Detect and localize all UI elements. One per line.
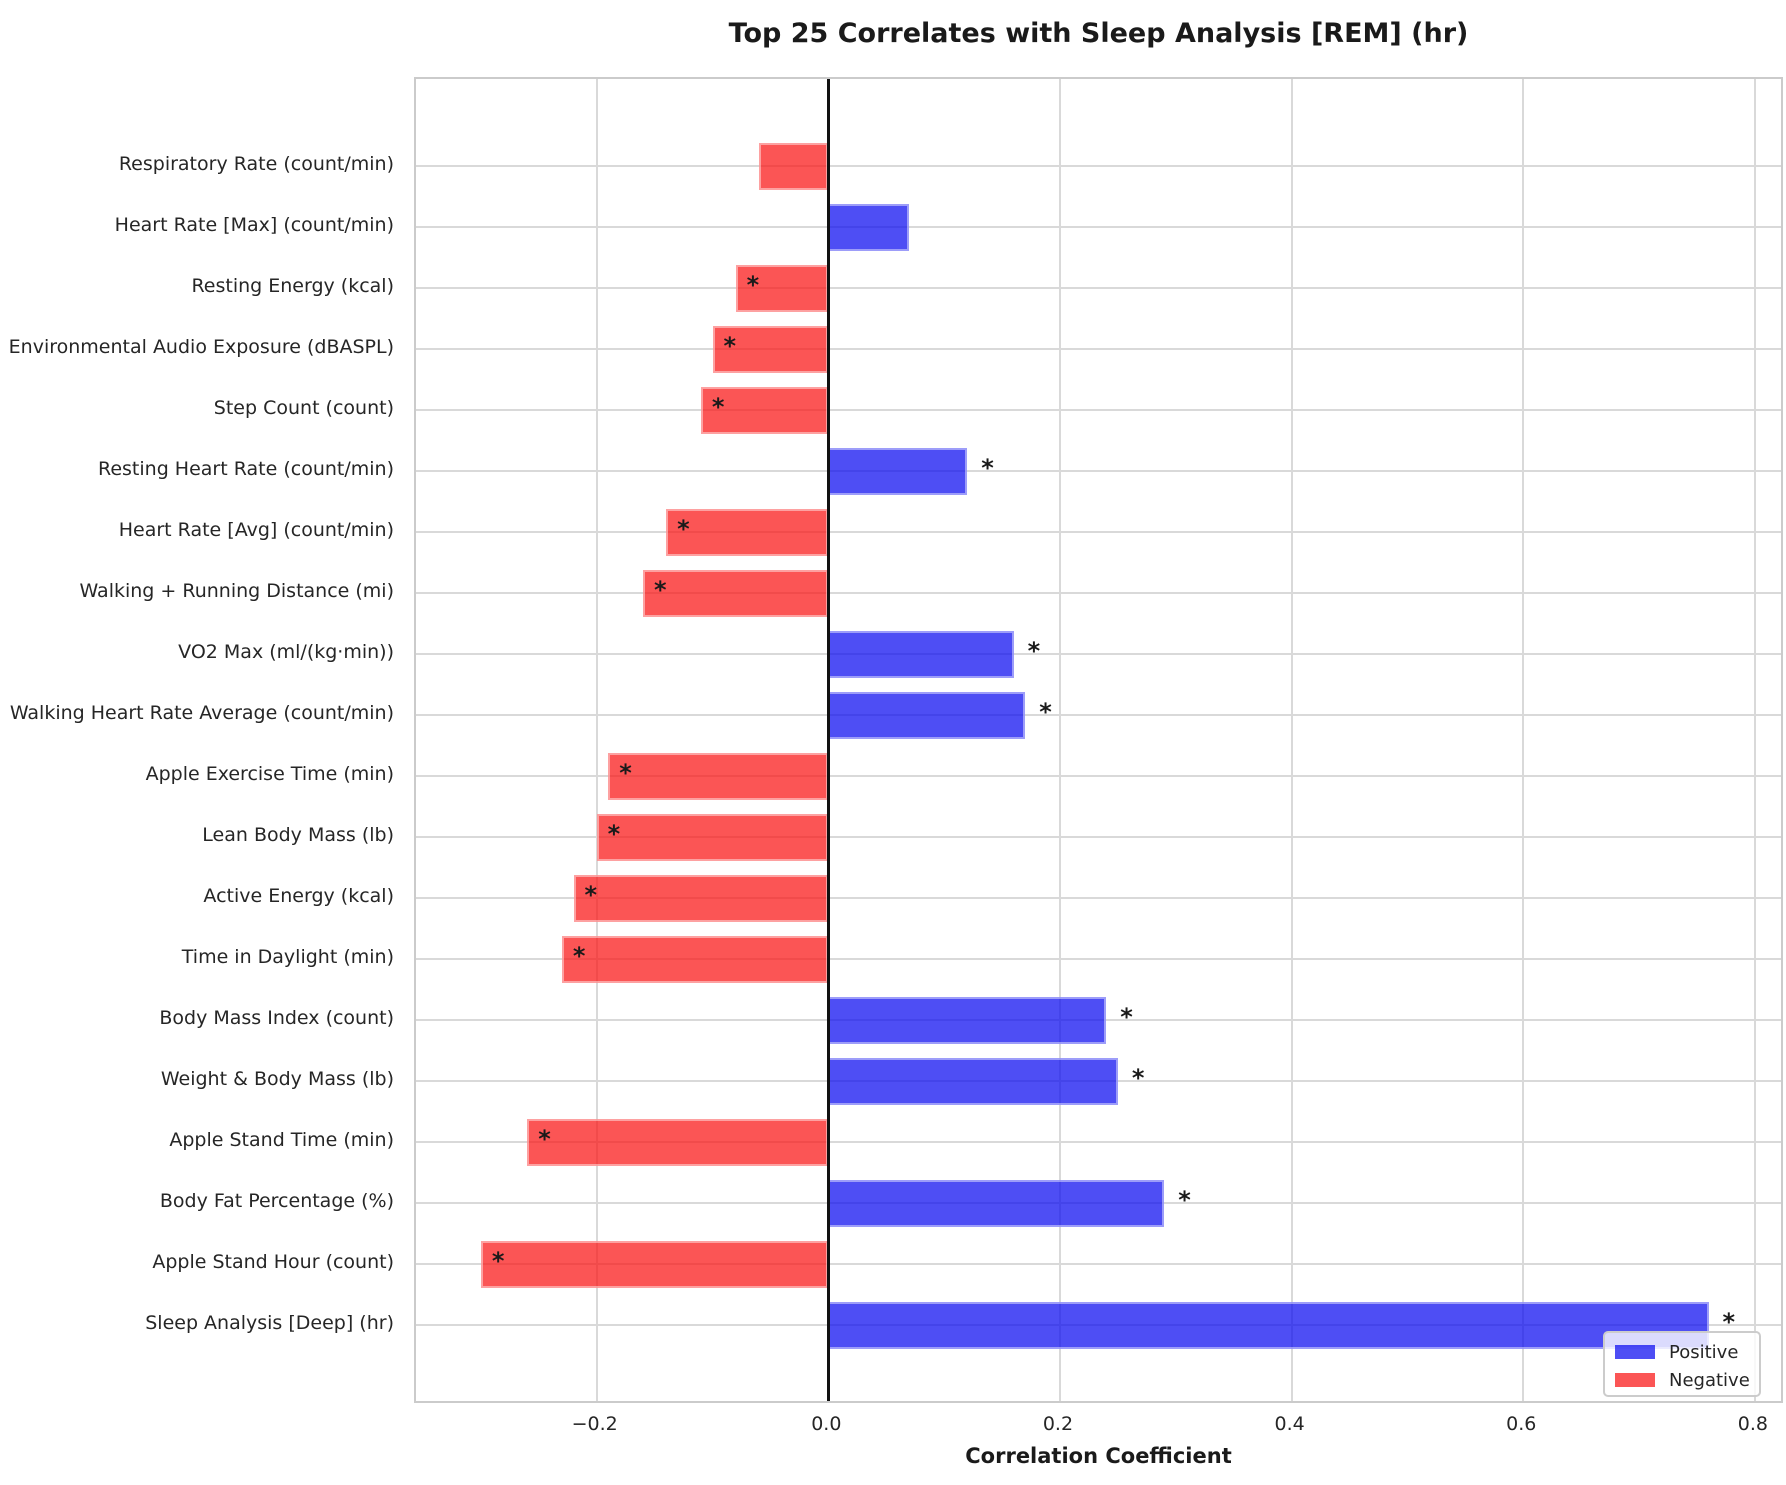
significance-asterisk: * <box>1120 1003 1133 1032</box>
zero-line <box>827 79 831 1401</box>
significance-asterisk: * <box>711 393 725 422</box>
legend-entry-negative: Negative <box>1615 1368 1750 1392</box>
legend-label-negative: Negative <box>1669 1369 1750 1391</box>
negative-bar <box>608 752 829 800</box>
y-gridline <box>416 287 1781 289</box>
y-tick-label: Apple Stand Time (min) <box>169 1129 394 1151</box>
x-tick-label: 0.2 <box>1042 1413 1074 1435</box>
y-tick-label: Lean Body Mass (lb) <box>202 824 394 846</box>
y-gridline <box>416 409 1781 411</box>
significance-asterisk: * <box>723 332 737 361</box>
y-tick-label: Step Count (count) <box>213 397 394 419</box>
y-gridline <box>416 897 1781 899</box>
positive-bar <box>828 630 1014 678</box>
x-gridline <box>595 79 598 1401</box>
chart-title: Top 25 Correlates with Sleep Analysis [R… <box>728 18 1469 49</box>
significance-asterisk: * <box>538 1125 551 1154</box>
y-tick-label: Heart Rate [Avg] (count/min) <box>118 519 394 541</box>
significance-asterisk: * <box>572 942 586 971</box>
y-tick-label: Resting Energy (kcal) <box>191 275 394 297</box>
y-tick-label: Weight & Body Mass (lb) <box>160 1068 394 1090</box>
y-gridline <box>416 470 1781 472</box>
y-tick-label: Body Fat Percentage (%) <box>159 1190 394 1212</box>
significance-asterisk: * <box>981 454 994 483</box>
negative-bar <box>596 813 829 861</box>
y-gridline <box>416 226 1781 228</box>
significance-asterisk: * <box>1178 1186 1191 1215</box>
y-tick-label: Active Energy (kcal) <box>203 885 394 907</box>
significance-asterisk: * <box>654 576 667 605</box>
negative-bar <box>561 935 829 983</box>
x-tick-label: 0.8 <box>1737 1413 1768 1435</box>
y-tick-label: Heart Rate [Max] (count/min) <box>114 214 394 236</box>
y-tick-label: VO2 Max (ml/(kg·min)) <box>178 641 394 663</box>
y-gridline <box>416 592 1781 594</box>
y-gridline <box>416 531 1781 533</box>
significance-asterisk: * <box>619 759 632 788</box>
y-tick-label: Time in Daylight (min) <box>181 946 394 968</box>
y-gridline <box>416 775 1781 777</box>
significance-asterisk: * <box>1722 1308 1736 1337</box>
y-gridline <box>416 714 1781 716</box>
y-tick-label: Body Mass Index (count) <box>159 1007 394 1029</box>
positive-bar <box>828 1179 1165 1227</box>
negative-color-swatch <box>1615 1373 1655 1387</box>
positive-bar <box>828 1057 1118 1105</box>
significance-asterisk: * <box>746 271 760 300</box>
y-tick-label: Resting Heart Rate (count/min) <box>98 458 394 480</box>
negative-bar <box>480 1240 829 1288</box>
y-tick-label: Walking + Running Distance (mi) <box>79 580 394 602</box>
significance-asterisk: * <box>677 515 690 544</box>
y-gridline <box>416 1263 1781 1265</box>
positive-color-swatch <box>1615 1345 1655 1359</box>
y-gridline <box>416 653 1781 655</box>
negative-bar <box>700 386 829 434</box>
y-tick-label: Apple Exercise Time (min) <box>145 763 394 785</box>
y-tick-label: Apple Stand Hour (count) <box>152 1251 394 1273</box>
legend: Positive Negative <box>1603 1331 1761 1397</box>
y-tick-label: Sleep Analysis [Deep] (hr) <box>145 1312 394 1334</box>
y-gridline <box>416 165 1781 167</box>
significance-asterisk: * <box>607 820 621 849</box>
positive-bar <box>828 691 1026 739</box>
x-tick-label: −0.2 <box>571 1413 618 1435</box>
positive-bar <box>828 996 1107 1044</box>
significance-asterisk: * <box>491 1247 505 1276</box>
significance-asterisk: * <box>1131 1064 1145 1093</box>
positive-bar <box>828 447 968 495</box>
x-gridline <box>1753 79 1756 1401</box>
negative-bar <box>666 508 829 556</box>
x-gridline <box>1522 79 1525 1401</box>
negative-bar <box>643 569 829 617</box>
y-axis-labels: Respiratory Rate (count/min) Heart Rate [… <box>0 77 404 1403</box>
y-gridline <box>416 348 1781 350</box>
y-tick-label: Environmental Audio Exposure (dBASPL) <box>8 336 394 358</box>
negative-bar <box>573 874 829 922</box>
significance-asterisk: * <box>1039 698 1052 727</box>
x-gridline <box>1058 79 1061 1401</box>
negative-bar <box>527 1118 829 1166</box>
y-gridline <box>416 836 1781 838</box>
y-gridline <box>416 958 1781 960</box>
y-tick-label: Walking Heart Rate Average (count/min) <box>9 702 394 724</box>
y-gridline <box>416 1141 1781 1143</box>
positive-bar <box>828 1301 1709 1349</box>
x-tick-label: 0.0 <box>811 1413 842 1435</box>
x-gridline <box>1290 79 1293 1401</box>
x-tick-label: 0.4 <box>1274 1413 1305 1435</box>
significance-asterisk: * <box>1027 637 1041 666</box>
significance-asterisk: * <box>584 881 598 910</box>
positive-bar <box>828 203 910 251</box>
plot-area: Positive Negative * * * * * * * * * * * * * * * * * * <box>414 77 1783 1403</box>
x-tick-label: 0.6 <box>1506 1413 1537 1435</box>
y-tick-label: Respiratory Rate (count/min) <box>118 153 394 175</box>
legend-label-positive: Positive <box>1669 1341 1739 1363</box>
x-axis-label: Correlation Coefficient <box>965 1444 1232 1468</box>
negative-bar <box>758 142 829 190</box>
legend-entry-positive: Positive <box>1615 1340 1738 1364</box>
